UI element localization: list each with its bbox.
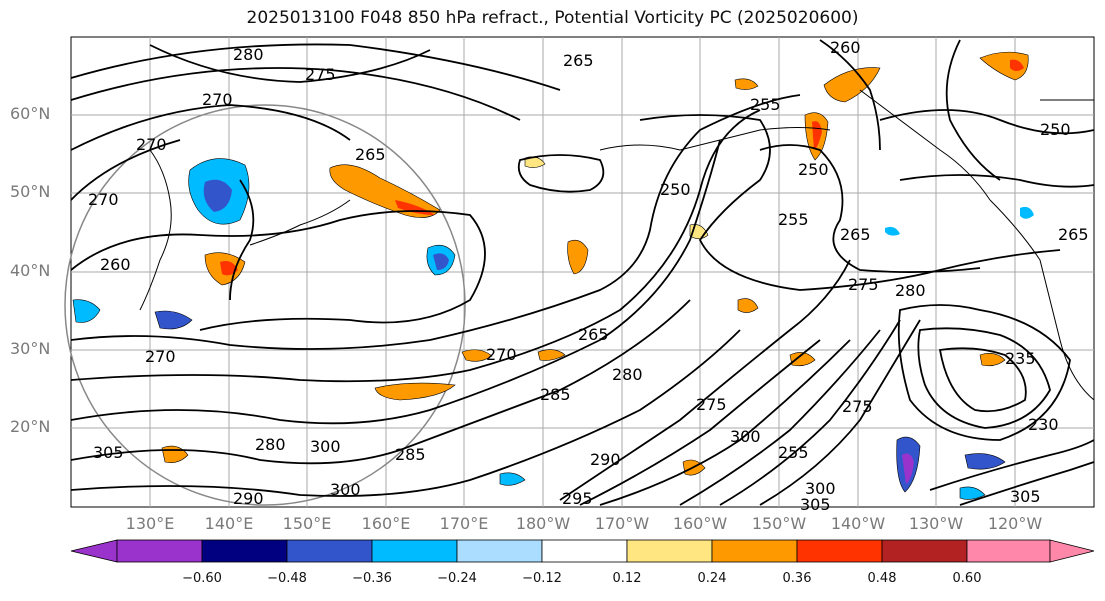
lon-label: 150°E <box>282 514 332 533</box>
lon-label: 150°W <box>751 514 807 533</box>
contour-label: 270 <box>202 90 233 109</box>
colorbar-tick: −0.36 <box>352 571 392 586</box>
contour-label: 290 <box>590 450 621 469</box>
contour-label: 285 <box>540 385 571 404</box>
contour-label: 275 <box>696 395 727 414</box>
colorbar-min-extend <box>70 539 118 563</box>
contour-label: 255 <box>750 95 781 114</box>
contour-label: 305 <box>800 495 831 514</box>
contour-label: 265 <box>578 325 609 344</box>
colorbar-tick: −0.24 <box>437 571 477 586</box>
contour-label: 290 <box>233 489 264 508</box>
lon-label: 160°W <box>672 514 728 533</box>
contour-label: 265 <box>840 225 871 244</box>
contour-label: 280 <box>255 435 286 454</box>
contour-label: 255 <box>778 210 809 229</box>
contour-label: 300 <box>330 480 361 499</box>
lon-label: 130°W <box>908 514 964 533</box>
contour-label: 275 <box>305 65 336 84</box>
contour-label: 300 <box>805 479 836 498</box>
contour-label: 265 <box>563 51 594 70</box>
contour-label: 270 <box>145 347 176 366</box>
lat-label: 60°N <box>10 104 51 123</box>
lon-label: 130°E <box>125 514 175 533</box>
colorbar <box>70 539 1095 563</box>
contour-label: 250 <box>660 180 691 199</box>
colorbar-tick: 0.48 <box>867 571 897 586</box>
contour-label: 295 <box>562 489 593 508</box>
contour-label: 305 <box>93 443 124 462</box>
colorbar-tick: 0.36 <box>782 571 812 586</box>
contour-label: 280 <box>895 281 926 300</box>
lon-label: 120°W <box>987 514 1043 533</box>
lon-label: 160°E <box>361 514 411 533</box>
colorbar-tick: 0.24 <box>697 571 727 586</box>
colorbar-tick: −0.48 <box>267 571 307 586</box>
coastlines <box>139 89 1095 401</box>
contour-label: 255 <box>778 443 809 462</box>
contour-label: 270 <box>486 345 517 364</box>
lat-label: 30°N <box>10 339 51 358</box>
colorbar-tick: 0.60 <box>952 571 982 586</box>
colorbar-max-extend <box>1049 539 1095 563</box>
contour-label: 260 <box>830 38 861 57</box>
contour-label: 235 <box>1005 349 1036 368</box>
range-circle <box>64 104 466 506</box>
contour-lines <box>70 39 1095 506</box>
contour-label: 230 <box>1028 415 1059 434</box>
positive-anomalies <box>161 51 1029 476</box>
contour-label: 270 <box>88 190 119 209</box>
lon-label: 140°E <box>204 514 254 533</box>
contour-label-group: 280 275 270 270 270 265 265 260 260 255 … <box>88 38 1089 514</box>
contour-label: 305 <box>1010 487 1041 506</box>
contour-label: 285 <box>395 445 426 464</box>
contour-label: 250 <box>1040 120 1071 139</box>
contour-label: 260 <box>100 255 131 274</box>
contour-label: 300 <box>730 427 761 446</box>
contour-label: 250 <box>798 160 829 179</box>
contour-label: 265 <box>355 145 386 164</box>
contour-label: 265 <box>1058 225 1089 244</box>
colorbar-tick: −0.60 <box>182 571 222 586</box>
contour-label: 275 <box>848 275 879 294</box>
lat-label: 20°N <box>10 417 51 436</box>
lon-label: 170°E <box>439 514 489 533</box>
lon-label: 170°W <box>594 514 650 533</box>
lon-label: 180°W <box>515 514 571 533</box>
lat-label: 40°N <box>10 261 51 280</box>
contour-label: 280 <box>612 365 643 384</box>
negative-anomalies <box>72 158 1034 500</box>
map-title: 2025013100 F048 850 hPa refract., Potent… <box>246 8 859 28</box>
lon-label: 140°W <box>830 514 886 533</box>
contour-label: 275 <box>842 397 873 416</box>
contour-label: 300 <box>310 437 341 456</box>
contour-label: 270 <box>136 135 167 154</box>
colorbar-tick: −0.12 <box>522 571 562 586</box>
colorbar-tick: 0.12 <box>612 571 642 586</box>
contour-label: 280 <box>233 45 264 64</box>
lat-label: 50°N <box>10 182 51 201</box>
